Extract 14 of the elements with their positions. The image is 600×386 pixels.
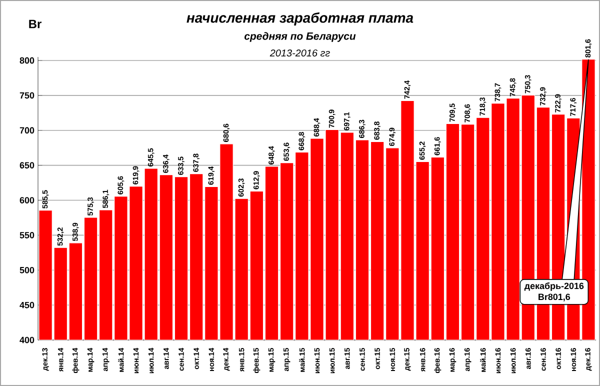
y-tick-label: 800 xyxy=(20,57,34,64)
y-tick-label: 550 xyxy=(20,232,34,238)
y-axis-title: Br xyxy=(29,20,42,28)
chart-title: начисленная заработная плата xyxy=(186,12,414,26)
y-tick-label: 700 xyxy=(20,127,34,134)
y-tick-label: 650 xyxy=(20,162,34,168)
y-tick-label: 500 xyxy=(20,266,34,274)
y-tick-label: 400 xyxy=(20,336,34,344)
annotation: декабрь-2016 Br801,6 xyxy=(524,282,584,302)
y-tick-label: 750 xyxy=(20,92,34,99)
y-tick-label: 450 xyxy=(20,302,34,308)
y-tick-label: 600 xyxy=(20,197,34,204)
chart-subtitle: средняя по Беларуси xyxy=(244,32,356,42)
text: 2013-2016 гг xyxy=(270,49,330,57)
